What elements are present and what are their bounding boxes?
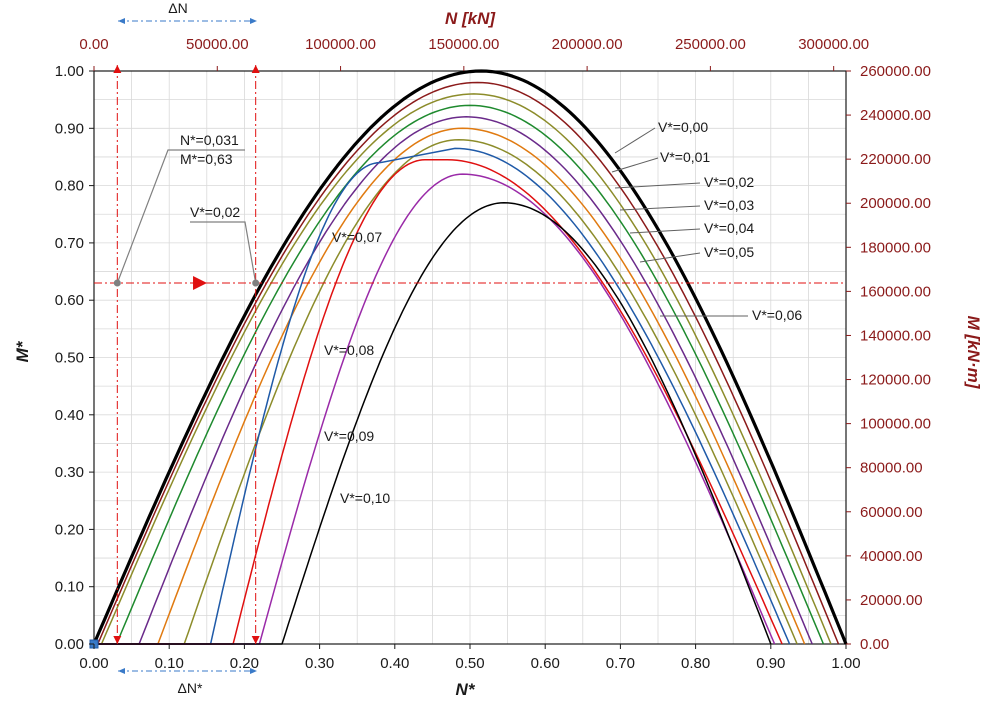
series-line	[94, 139, 798, 645]
label-v005: V*=0,05	[704, 244, 754, 260]
y2-tick-label: 20000.00	[860, 592, 923, 609]
ticks-layer: 0.00 0.10 0.20 0.30 0.40 0.50 0.60 0.70 0.80 0.90…	[55, 36, 931, 672]
x-tick-label: 0.90	[756, 655, 785, 672]
leader-line-point	[116, 149, 245, 284]
label-v001: V*=0,01	[660, 149, 710, 165]
leader-line-v	[190, 221, 257, 284]
annotation-point	[252, 279, 260, 287]
x-tick-label: 0.40	[380, 655, 409, 672]
x-tick-label: 0.20	[230, 655, 259, 672]
x-tick-label: 0.30	[305, 655, 334, 672]
delta-n-bottom-label: ΔN*	[178, 680, 203, 696]
x2-tick-label: 50000.00	[186, 36, 249, 53]
y-tick-label: 0.00	[55, 636, 84, 653]
curve-label-leader	[639, 252, 701, 263]
y-tick-label: 0.60	[55, 292, 84, 309]
point-label-v: V*=0,02	[190, 204, 240, 220]
annotation-layer	[89, 18, 846, 674]
x2-axis-title: N [kN]	[445, 9, 496, 28]
x-tick-label: 0.60	[531, 655, 560, 672]
label-v008: V*=0,08	[324, 342, 374, 358]
x-tick-label: 0.50	[455, 655, 484, 672]
y-axis-title: M*	[13, 340, 32, 362]
y-tick-label: 0.50	[55, 350, 84, 367]
series-line	[94, 93, 832, 645]
x2-tick-label: 200000.00	[552, 36, 623, 53]
y2-tick-label: 160000.00	[860, 283, 931, 300]
label-v000: V*=0,00	[658, 119, 708, 135]
y2-tick-label: 260000.00	[860, 63, 931, 80]
x-tick-label: 1.00	[831, 655, 860, 672]
guide-arrow-down	[113, 636, 122, 644]
x-tick-label: 0.80	[681, 655, 710, 672]
y2-tick-label: 140000.00	[860, 327, 931, 344]
y2-tick-label: 80000.00	[860, 460, 923, 477]
series-line	[94, 147, 791, 645]
x2-tick-label: 100000.00	[305, 36, 376, 53]
curve-label-leader	[619, 205, 701, 211]
series-line	[94, 104, 825, 645]
y-tick-label: 0.30	[55, 464, 84, 481]
series-line	[94, 127, 806, 645]
y2-tick-label: 100000.00	[860, 416, 931, 433]
delta-n-bottom-arrow-left	[118, 668, 125, 674]
x-tick-label: 0.10	[155, 655, 184, 672]
delta-n-bottom-arrow-right	[250, 668, 257, 674]
curve-label-leader	[614, 182, 701, 189]
series-line	[94, 81, 840, 645]
series-line	[92, 69, 848, 645]
curve-label-leader	[614, 127, 656, 154]
y-tick-label: 0.90	[55, 120, 84, 137]
y2-tick-label: 120000.00	[860, 372, 931, 389]
label-v002: V*=0,02	[704, 174, 754, 190]
direction-arrow-icon	[193, 276, 208, 291]
point-label-m: M*=0,63	[180, 151, 233, 167]
delta-n-top-arrow-left	[118, 18, 125, 24]
label-v007: V*=0,07	[332, 229, 382, 245]
x-axis-title: N*	[456, 680, 476, 699]
point-label-n: N*=0,031	[180, 132, 239, 148]
x-tick-label: 0.70	[606, 655, 635, 672]
series-line	[94, 116, 813, 645]
label-v009: V*=0,09	[324, 428, 374, 444]
series-line	[94, 202, 772, 645]
y2-tick-label: 0.00	[860, 636, 889, 653]
y-tick-label: 0.80	[55, 178, 84, 195]
delta-n-top-arrow-right	[250, 18, 257, 24]
curve-label-leader	[611, 157, 659, 173]
x2-tick-label: 0.00	[79, 36, 108, 53]
label-v010: V*=0,10	[340, 490, 390, 506]
x2-tick-label: 150000.00	[428, 36, 499, 53]
series-line	[94, 173, 776, 645]
y-tick-label: 0.40	[55, 407, 84, 424]
y2-tick-label: 40000.00	[860, 548, 923, 565]
delta-n-top-label: ΔN	[168, 0, 187, 16]
guide-arrow-down	[251, 636, 260, 644]
y2-axis-title: M [kN·m]	[964, 316, 983, 390]
y2-tick-label: 200000.00	[860, 195, 931, 212]
x2-tick-label: 300000.00	[798, 36, 869, 53]
label-v004: V*=0,04	[704, 220, 754, 236]
guide-arrow-up	[251, 65, 260, 73]
series-layer	[92, 69, 848, 645]
curve-label-leader	[629, 228, 701, 234]
y2-tick-label: 240000.00	[860, 107, 931, 124]
y-tick-label: 0.10	[55, 579, 84, 596]
x2-tick-label: 250000.00	[675, 36, 746, 53]
label-v006: V*=0,06	[752, 307, 802, 323]
label-v003: V*=0,03	[704, 197, 754, 213]
guide-arrow-up	[113, 65, 122, 73]
series-line	[94, 159, 783, 645]
y-tick-label: 1.00	[55, 63, 84, 80]
y2-tick-label: 220000.00	[860, 151, 931, 168]
y2-tick-label: 180000.00	[860, 239, 931, 256]
y-tick-label: 0.20	[55, 521, 84, 538]
y-tick-label: 0.70	[55, 235, 84, 252]
x-tick-label: 0.00	[79, 655, 108, 672]
y2-tick-label: 60000.00	[860, 504, 923, 521]
